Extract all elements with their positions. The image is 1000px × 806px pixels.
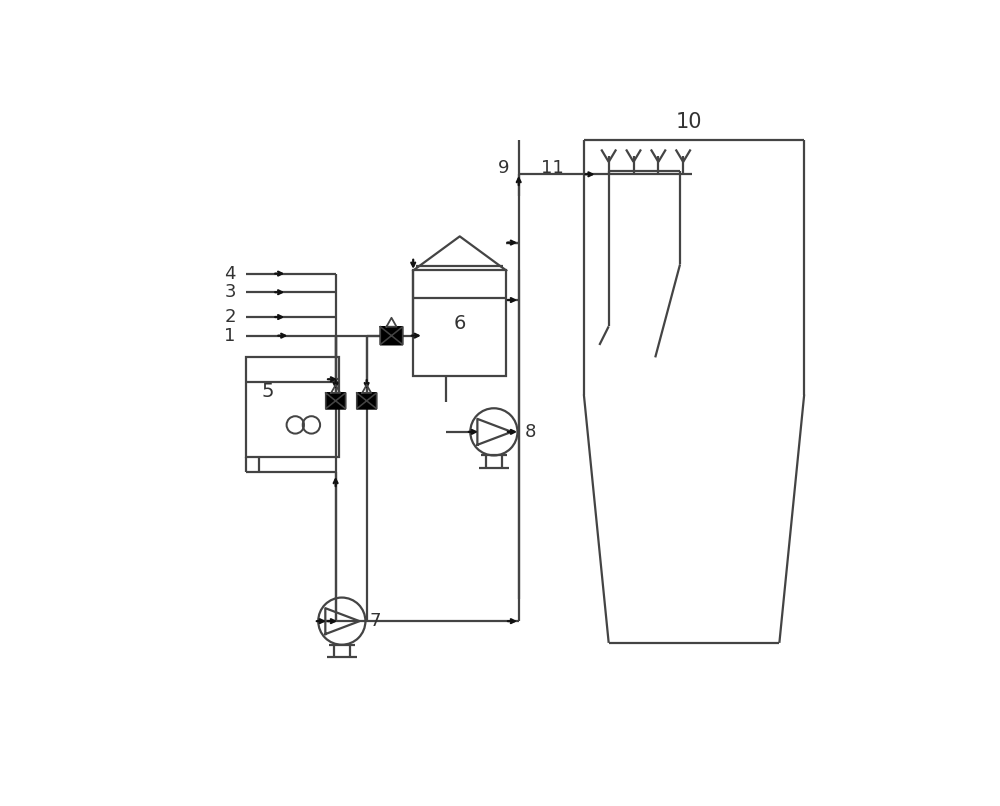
Bar [413,271,506,376]
Text: 11: 11 [541,159,564,177]
Text: 8: 8 [525,423,536,441]
Polygon shape [357,393,377,401]
Polygon shape [380,326,403,345]
Polygon shape [326,401,346,409]
Polygon shape [357,393,377,409]
Polygon shape [357,393,377,409]
Text: 3: 3 [224,283,236,301]
Text: 5: 5 [261,382,274,401]
Text: 7: 7 [370,612,381,630]
Bar [246,357,339,457]
Text: 2: 2 [224,308,236,326]
Text: 1: 1 [224,326,236,345]
Polygon shape [326,393,346,401]
Polygon shape [326,393,346,409]
Text: 6: 6 [454,314,466,333]
Text: 4: 4 [224,264,236,283]
Text: 10: 10 [676,111,703,131]
Text: 9: 9 [497,159,509,177]
Polygon shape [380,326,403,335]
Polygon shape [357,401,377,409]
Polygon shape [380,326,403,345]
Polygon shape [380,335,403,345]
Polygon shape [326,393,346,409]
